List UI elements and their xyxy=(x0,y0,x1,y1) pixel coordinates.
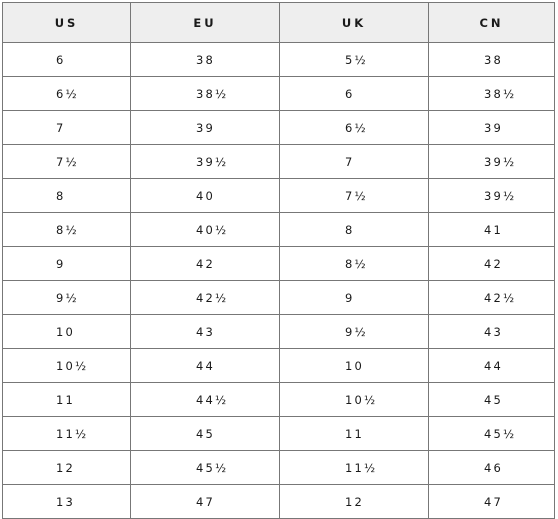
cell-us: 8 xyxy=(2,178,131,213)
table-row: 13 47 12 47 xyxy=(2,484,555,519)
cell-cn: 45½ xyxy=(428,416,555,451)
cell-eu: 42½ xyxy=(130,280,280,315)
table-row: 6 38 5½ 38 xyxy=(2,42,555,77)
table-row: 8½ 40½ 8 41 xyxy=(2,212,555,247)
cell-eu: 45 xyxy=(130,416,280,451)
cell-eu: 38 xyxy=(130,42,280,77)
cell-uk: 12 xyxy=(279,484,429,519)
cell-cn: 42 xyxy=(428,246,555,281)
header-us: US xyxy=(2,2,131,43)
cell-eu: 44 xyxy=(130,348,280,383)
header-uk: UK xyxy=(279,2,429,43)
cell-cn: 39 xyxy=(428,110,555,145)
cell-us: 9 xyxy=(2,246,131,281)
table-row: 11 44½ 10½ 45 xyxy=(2,382,555,417)
cell-cn: 39½ xyxy=(428,178,555,213)
cell-eu: 44½ xyxy=(130,382,280,417)
cell-uk: 9 xyxy=(279,280,429,315)
cell-us: 13 xyxy=(2,484,131,519)
table-row: 6½ 38½ 6 38½ xyxy=(2,76,555,111)
cell-uk: 8½ xyxy=(279,246,429,281)
cell-cn: 45 xyxy=(428,382,555,417)
cell-eu: 39 xyxy=(130,110,280,145)
cell-us: 7½ xyxy=(2,144,131,179)
cell-us: 6 xyxy=(2,42,131,77)
cell-cn: 47 xyxy=(428,484,555,519)
cell-eu: 39½ xyxy=(130,144,280,179)
table-row: 9 42 8½ 42 xyxy=(2,246,555,281)
cell-us: 6½ xyxy=(2,76,131,111)
table-body: 6 38 5½ 38 6½ 38½ 6 38½ 7 39 6½ 39 7½ 39½ 7 39½ 8 40 7½ 39½… xyxy=(2,42,555,519)
table-row: 10 43 9½ 43 xyxy=(2,314,555,349)
cell-cn: 39½ xyxy=(428,144,555,179)
table-row: 11½ 45 11 45½ xyxy=(2,416,555,451)
cell-us: 12 xyxy=(2,450,131,485)
cell-eu: 40½ xyxy=(130,212,280,247)
cell-cn: 44 xyxy=(428,348,555,383)
cell-uk: 5½ xyxy=(279,42,429,77)
cell-uk: 6½ xyxy=(279,110,429,145)
cell-us: 10½ xyxy=(2,348,131,383)
cell-eu: 38½ xyxy=(130,76,280,111)
cell-us: 8½ xyxy=(2,212,131,247)
cell-uk: 7 xyxy=(279,144,429,179)
cell-uk: 9½ xyxy=(279,314,429,349)
cell-us: 9½ xyxy=(2,280,131,315)
cell-uk: 11½ xyxy=(279,450,429,485)
cell-uk: 10½ xyxy=(279,382,429,417)
table-row: 9½ 42½ 9 42½ xyxy=(2,280,555,315)
table-row: 7 39 6½ 39 xyxy=(2,110,555,145)
cell-us: 11 xyxy=(2,382,131,417)
cell-uk: 7½ xyxy=(279,178,429,213)
cell-eu: 42 xyxy=(130,246,280,281)
table-row: 7½ 39½ 7 39½ xyxy=(2,144,555,179)
cell-cn: 38½ xyxy=(428,76,555,111)
table-row: 10½ 44 10 44 xyxy=(2,348,555,383)
cell-cn: 46 xyxy=(428,450,555,485)
cell-us: 7 xyxy=(2,110,131,145)
cell-uk: 8 xyxy=(279,212,429,247)
cell-cn: 38 xyxy=(428,42,555,77)
cell-cn: 41 xyxy=(428,212,555,247)
cell-eu: 45½ xyxy=(130,450,280,485)
cell-us: 11½ xyxy=(2,416,131,451)
header-eu: EU xyxy=(130,2,280,43)
cell-eu: 40 xyxy=(130,178,280,213)
cell-cn: 42½ xyxy=(428,280,555,315)
table-row: 8 40 7½ 39½ xyxy=(2,178,555,213)
header-cn: CN xyxy=(428,2,555,43)
cell-uk: 6 xyxy=(279,76,429,111)
table-header-row: US EU UK CN xyxy=(2,2,555,43)
cell-eu: 43 xyxy=(130,314,280,349)
cell-us: 10 xyxy=(2,314,131,349)
table-row: 12 45½ 11½ 46 xyxy=(2,450,555,485)
cell-uk: 10 xyxy=(279,348,429,383)
cell-uk: 11 xyxy=(279,416,429,451)
cell-cn: 43 xyxy=(428,314,555,349)
cell-eu: 47 xyxy=(130,484,280,519)
